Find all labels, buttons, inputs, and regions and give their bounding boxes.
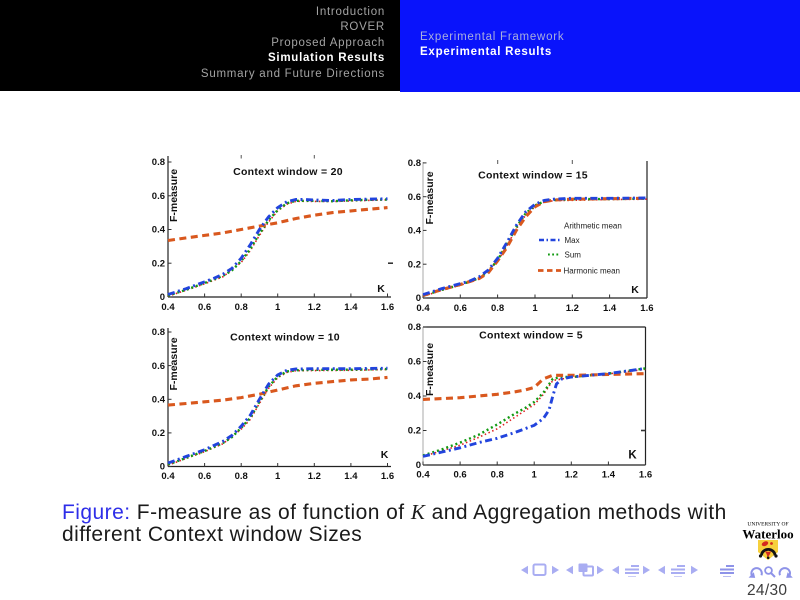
svg-text:0.2: 0.2 <box>152 258 165 269</box>
svg-text:0.4: 0.4 <box>408 391 422 402</box>
svg-text:0.6: 0.6 <box>408 192 421 203</box>
svg-text:F-measure: F-measure <box>424 171 436 224</box>
svg-text:1.6: 1.6 <box>381 471 394 482</box>
svg-text:1.2: 1.2 <box>566 303 579 314</box>
svg-text:0.2: 0.2 <box>152 428 165 439</box>
svg-text:0.8: 0.8 <box>152 327 165 338</box>
svg-text:1.2: 1.2 <box>565 470 578 481</box>
svg-text:0.4: 0.4 <box>416 470 430 481</box>
svg-text:0.8: 0.8 <box>235 302 248 313</box>
svg-text:Max: Max <box>565 236 580 245</box>
svg-text:Context window = 5: Context window = 5 <box>479 330 583 342</box>
svg-text:0: 0 <box>416 293 421 304</box>
svg-text:K: K <box>631 284 639 296</box>
svg-text:0.8: 0.8 <box>491 303 504 314</box>
svg-text:Context window = 10: Context window = 10 <box>230 332 340 344</box>
svg-text:0.4: 0.4 <box>416 303 430 314</box>
svg-text:0.4: 0.4 <box>152 395 166 406</box>
svg-text:0: 0 <box>160 462 165 473</box>
svg-text:1.2: 1.2 <box>308 302 321 313</box>
svg-text:Waterloo: Waterloo <box>742 527 793 542</box>
svg-text:0.6: 0.6 <box>454 303 467 314</box>
svg-text:0.2: 0.2 <box>408 259 421 270</box>
svg-text:1.6: 1.6 <box>639 470 652 481</box>
svg-text:0.8: 0.8 <box>235 471 248 482</box>
svg-text:K: K <box>628 450 637 462</box>
svg-text:1.4: 1.4 <box>344 302 358 313</box>
svg-text:F-measure: F-measure <box>424 343 436 396</box>
svg-text:0.2: 0.2 <box>408 426 421 437</box>
svg-text:1: 1 <box>275 471 281 482</box>
svg-text:0.6: 0.6 <box>198 471 211 482</box>
svg-text:Sum: Sum <box>565 251 582 260</box>
svg-text:0.8: 0.8 <box>408 322 421 333</box>
svg-text:1.2: 1.2 <box>308 471 321 482</box>
svg-text:K: K <box>377 283 385 295</box>
svg-text:1: 1 <box>532 303 538 314</box>
svg-text:Arithmetic mean: Arithmetic mean <box>564 222 622 231</box>
svg-text:0.8: 0.8 <box>491 470 504 481</box>
svg-text:0.8: 0.8 <box>408 158 421 169</box>
svg-text:1.6: 1.6 <box>640 303 653 314</box>
svg-text:1.4: 1.4 <box>602 470 616 481</box>
svg-text:0.6: 0.6 <box>408 357 421 368</box>
svg-text:1: 1 <box>532 470 538 481</box>
svg-text:0: 0 <box>416 460 421 471</box>
svg-text:K: K <box>381 449 389 461</box>
svg-text:Context window = 20: Context window = 20 <box>233 166 343 178</box>
svg-text:Harmonic mean: Harmonic mean <box>564 267 620 276</box>
svg-text:F-measure: F-measure <box>168 169 180 222</box>
svg-text:0.4: 0.4 <box>152 225 166 236</box>
svg-text:1.4: 1.4 <box>344 471 358 482</box>
svg-text:0.4: 0.4 <box>161 302 175 313</box>
svg-text:0.6: 0.6 <box>198 302 211 313</box>
svg-text:UNIVERSITY OF: UNIVERSITY OF <box>747 522 788 528</box>
svg-text:1: 1 <box>275 302 281 313</box>
svg-text:0.4: 0.4 <box>408 226 422 237</box>
svg-text:1.4: 1.4 <box>603 303 617 314</box>
svg-text:0.4: 0.4 <box>161 471 175 482</box>
svg-text:Context window = 15: Context window = 15 <box>478 170 588 182</box>
svg-text:F-measure: F-measure <box>168 337 180 390</box>
svg-text:0: 0 <box>160 292 165 303</box>
svg-text:0.6: 0.6 <box>152 361 165 372</box>
svg-text:0.6: 0.6 <box>152 191 165 202</box>
svg-text:0.8: 0.8 <box>152 157 165 168</box>
svg-text:1.6: 1.6 <box>381 302 394 313</box>
svg-text:0.6: 0.6 <box>453 470 466 481</box>
